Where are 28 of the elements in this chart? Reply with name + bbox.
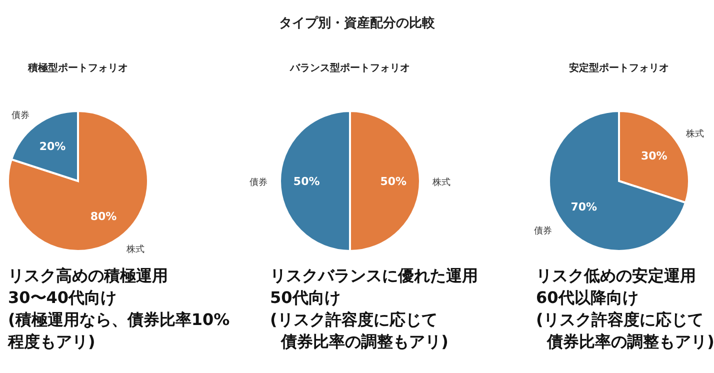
chart-subtitle: 積極型ポートフォリオ [27,62,128,74]
data-label: 50% [380,175,407,188]
text: リスク高めの積極運用 [8,266,168,285]
slice-label: 株式 [684,128,704,140]
text: (リスク許容度に応じて [270,310,438,329]
text: リスク低めの安定運用 [536,266,696,285]
text: (リスク許容度に応じて [536,310,704,329]
text: 30〜40代向け [8,288,117,307]
text: リスクバランスに優れた運用 [270,266,478,285]
text: 程度もアリ) [7,332,96,351]
chart-subtitle: バランス型ポートフォリオ [289,62,410,74]
chart-title: タイプ別・資産配分の比較 [279,15,436,31]
slice-label: 債券 [11,110,30,122]
data-label: 50% [293,175,320,188]
slice-label: 債券 [249,177,268,188]
slice-label: 株式 [126,244,145,255]
slice-label: 株式 [432,177,451,188]
slice-label: 債券 [534,226,552,237]
data-label: 20% [39,140,66,153]
text: 債券比率の調整もアリ) [270,332,448,351]
data-label: 70% [570,200,598,214]
data-label: 30% [640,149,668,162]
chart-subtitle: 安定型ポートフォリオ [569,62,669,74]
text: 60代以降向け [536,288,638,307]
text: (積極運用なら、債券比率10% [8,310,230,329]
data-label: 80% [90,210,117,224]
text: 債券比率の調整もアリ) [536,332,714,351]
text: 50代向け [270,288,340,307]
